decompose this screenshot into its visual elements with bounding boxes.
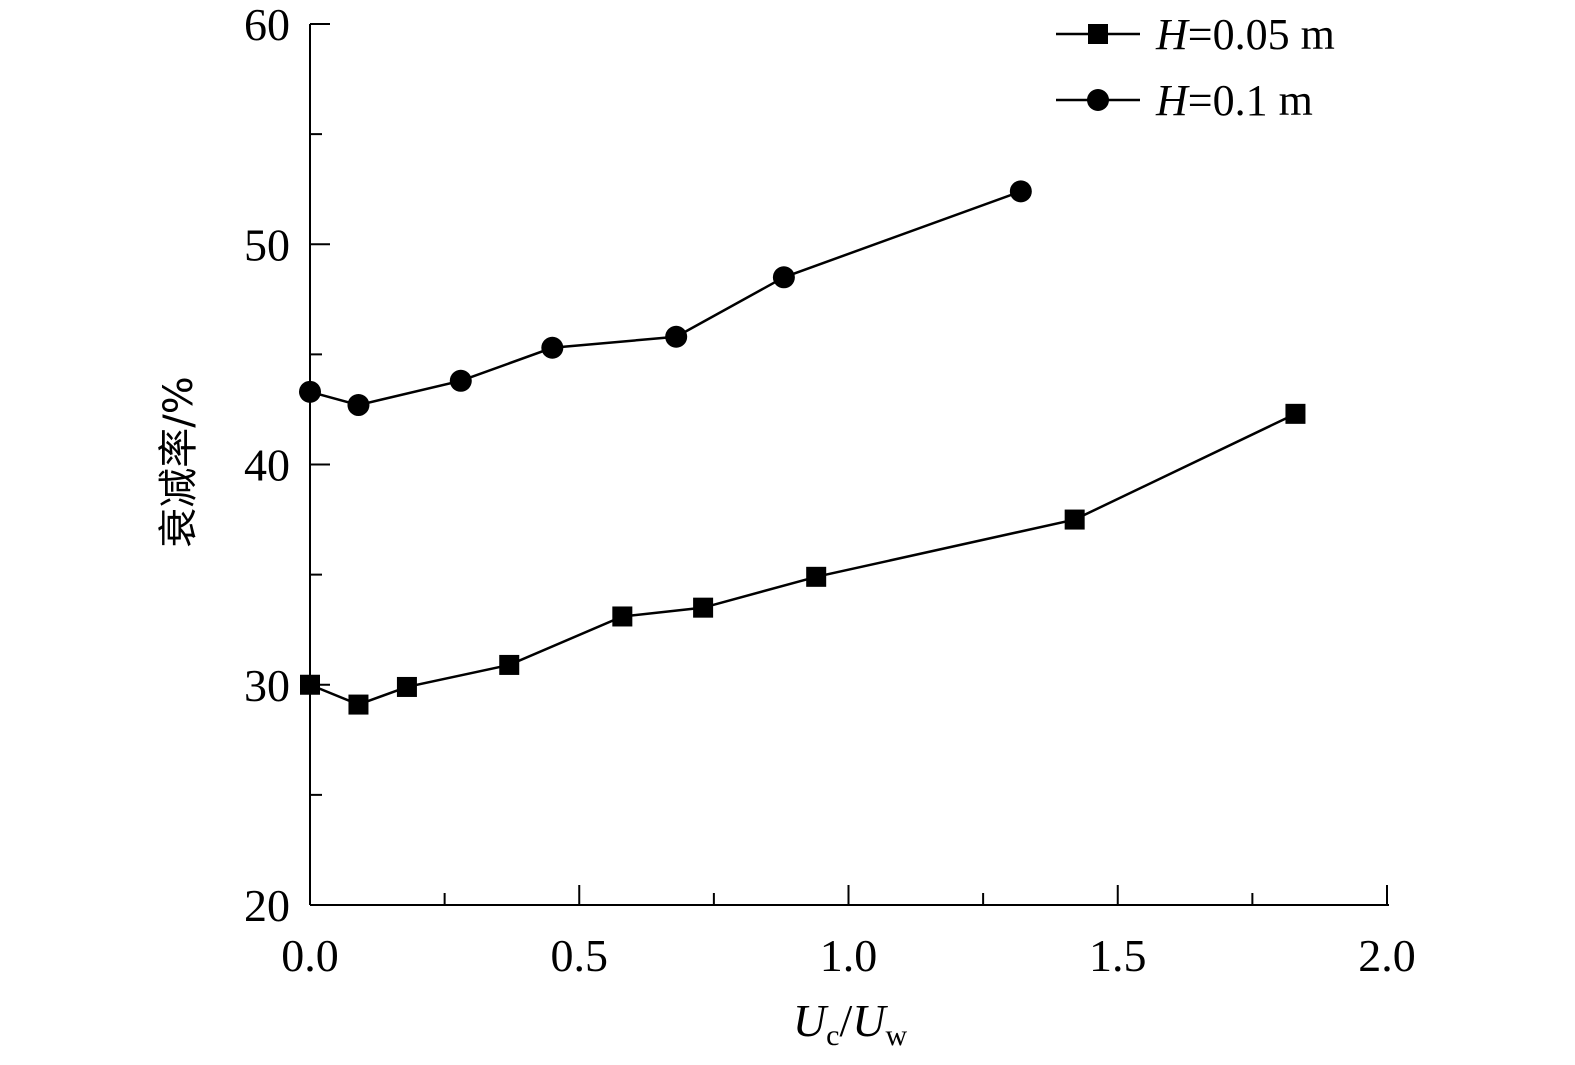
data-point — [806, 566, 827, 587]
data-point — [449, 369, 472, 392]
x-label-var1: U — [793, 995, 829, 1046]
data-point — [693, 597, 714, 618]
x-label-sep: / — [839, 995, 852, 1046]
x-label-sub1: c — [826, 1019, 839, 1052]
data-point — [1009, 180, 1032, 203]
data-point — [347, 394, 370, 417]
data-point — [541, 336, 564, 359]
data-point — [772, 266, 795, 289]
legend-label: H=0.05 m — [1155, 10, 1335, 59]
y-tick-label: 30 — [244, 660, 290, 711]
series-layer — [299, 180, 1306, 715]
legend-label: H=0.1 m — [1155, 76, 1313, 125]
x-tick-label: 1.5 — [1089, 930, 1147, 981]
x-tick-label: 1.0 — [820, 930, 878, 981]
x-tick-label: 2.0 — [1358, 930, 1416, 981]
data-point — [612, 606, 633, 627]
series-line — [309, 190, 1022, 407]
y-tick-label: 60 — [244, 0, 290, 50]
legend-marker — [1087, 89, 1109, 111]
y-tick-label: 40 — [244, 440, 290, 491]
series-2 — [299, 180, 1032, 417]
data-point — [300, 674, 320, 695]
ticks: 0.0 0.5 1.0 1.5 2.0 20 30 40 50 60 — [244, 0, 1416, 981]
data-point — [1285, 403, 1306, 424]
x-axis-label: Uc/Uw — [793, 995, 908, 1052]
data-point — [665, 325, 688, 348]
data-point — [1064, 509, 1085, 530]
series-line — [309, 412, 1296, 706]
y-axis-label: 衰减率/% — [156, 376, 202, 547]
data-point — [396, 676, 417, 697]
legend-item-1: H=0.05 m — [1056, 10, 1335, 59]
x-tick-label: 0.5 — [551, 930, 609, 981]
axes — [309, 24, 1389, 906]
series-1 — [300, 403, 1306, 715]
data-point — [299, 380, 321, 403]
legend-item-2: H=0.1 m — [1056, 76, 1313, 125]
y-tick-label: 20 — [244, 880, 290, 931]
x-label-var2: U — [852, 995, 888, 1046]
data-point — [499, 654, 520, 675]
data-point — [348, 694, 369, 715]
x-label-sub2: w — [885, 1019, 907, 1052]
legend-marker — [1088, 24, 1108, 44]
legend: H=0.05 m H=0.1 m — [1056, 10, 1335, 125]
x-tick-label: 0.0 — [281, 930, 339, 981]
y-tick-label: 50 — [244, 219, 290, 270]
